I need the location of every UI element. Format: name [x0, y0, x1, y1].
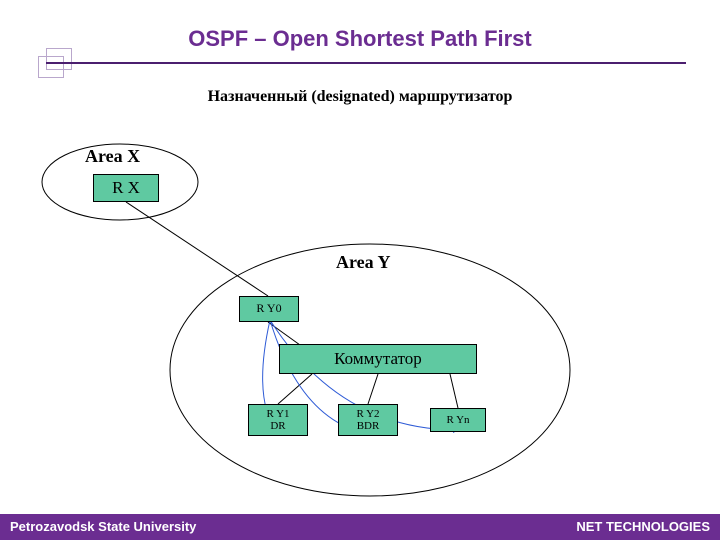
router-ry1-label: R Y1 DR	[266, 408, 289, 432]
router-ry1: R Y1 DR	[248, 404, 308, 436]
title-divider	[46, 62, 686, 64]
router-ry2: R Y2 BDR	[338, 404, 398, 436]
router-ry0: R Y0	[239, 296, 299, 322]
switch-label: Коммутатор	[334, 350, 422, 369]
switch-node: Коммутатор	[279, 344, 477, 374]
footer-right: NET TECHNOLOGIES	[576, 519, 710, 534]
router-ry2-label: R Y2 BDR	[356, 408, 379, 432]
footer-left: Petrozavodsk State University	[10, 519, 196, 534]
subtitle: Назначенный (designated) маршрутизатор	[0, 88, 720, 106]
title-text: OSPF – Open Shortest Path First	[188, 26, 532, 51]
router-ryn: R Yn	[430, 408, 486, 432]
footer-bar: Petrozavodsk State University NET TECHNO…	[0, 514, 720, 540]
router-ryn-label: R Yn	[446, 414, 469, 426]
router-ry0-label: R Y0	[256, 302, 281, 315]
router-rx: R X	[93, 174, 159, 202]
router-rx-label: R X	[112, 179, 140, 198]
page-title: OSPF – Open Shortest Path First	[0, 26, 720, 52]
area-x-label: Area X	[85, 146, 140, 167]
area-y-label: Area Y	[336, 252, 390, 273]
